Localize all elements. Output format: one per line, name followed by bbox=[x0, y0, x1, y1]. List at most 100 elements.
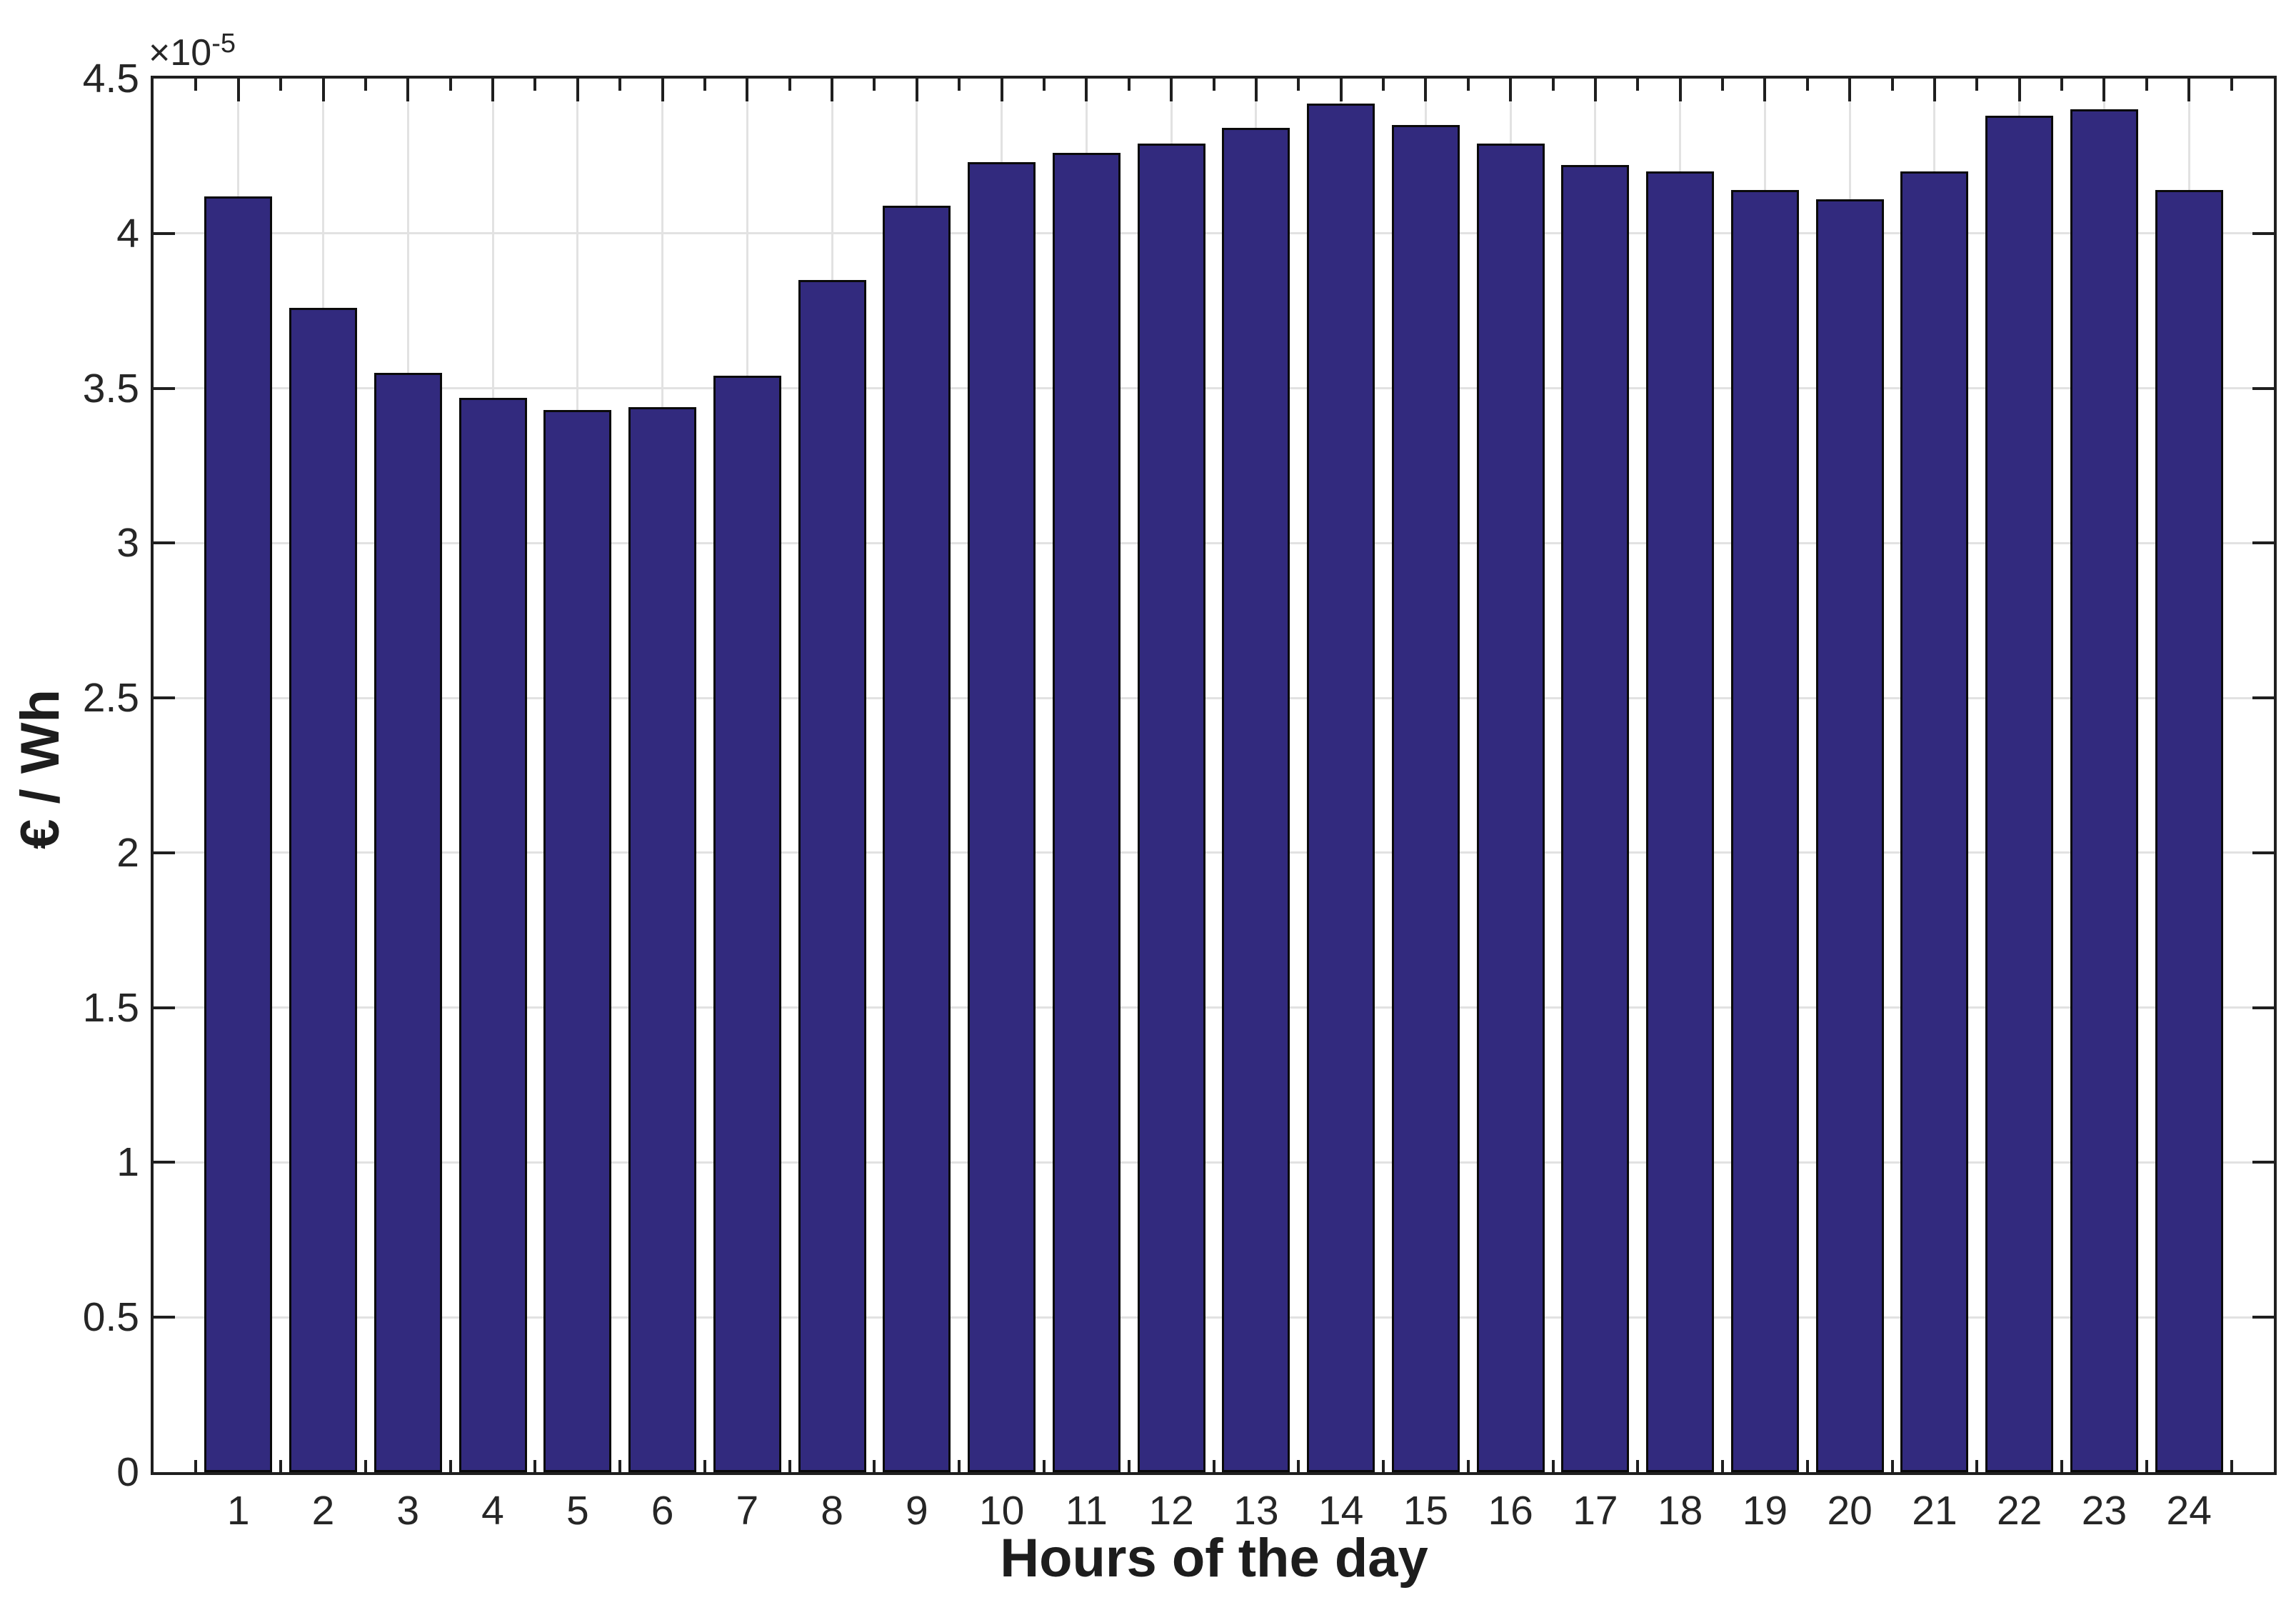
x-tick-label: 5 bbox=[566, 1488, 589, 1534]
y-axis-tick-right bbox=[2252, 696, 2274, 700]
x-axis-major-tick-top bbox=[915, 79, 918, 101]
x-axis-minor-tick-top bbox=[1805, 79, 1809, 91]
x-tick-label: 15 bbox=[1403, 1488, 1449, 1534]
x-axis-minor-tick-bottom bbox=[958, 1460, 961, 1472]
x-axis-major-tick-top bbox=[1509, 79, 1513, 101]
x-tick-label: 13 bbox=[1233, 1488, 1279, 1534]
x-axis-minor-tick-bottom bbox=[1042, 1460, 1046, 1472]
x-axis-minor-tick-top bbox=[194, 79, 198, 91]
bar-hour-16 bbox=[1476, 144, 1545, 1472]
x-axis-minor-tick-top bbox=[618, 79, 622, 91]
bar-hour-20 bbox=[1815, 199, 1884, 1472]
x-axis-minor-tick-bottom bbox=[533, 1460, 537, 1472]
x-axis-major-tick-top bbox=[236, 79, 240, 101]
horizontal-gridline bbox=[154, 387, 2274, 390]
y-axis-tick-left bbox=[154, 1316, 175, 1319]
x-axis-minor-tick-top bbox=[448, 79, 452, 91]
x-tick-label: 10 bbox=[978, 1488, 1025, 1534]
x-axis-minor-tick-bottom bbox=[194, 1460, 198, 1472]
x-tick-label: 11 bbox=[1065, 1488, 1108, 1534]
x-axis-minor-tick-top bbox=[1551, 79, 1555, 91]
x-axis-major-tick-top bbox=[1424, 79, 1428, 101]
bar-hour-8 bbox=[798, 279, 866, 1472]
y-tick-label: 2 bbox=[116, 829, 139, 876]
y-axis-tick-right bbox=[2252, 1161, 2274, 1164]
y-tick-label: 1 bbox=[116, 1139, 139, 1186]
x-axis-minor-tick-top bbox=[1975, 79, 1979, 91]
bar-hour-6 bbox=[628, 406, 697, 1472]
x-axis-minor-tick-bottom bbox=[2145, 1460, 2148, 1472]
x-axis-minor-tick-bottom bbox=[873, 1460, 876, 1472]
x-axis-minor-tick-bottom bbox=[364, 1460, 367, 1472]
bar-hour-3 bbox=[374, 372, 442, 1472]
horizontal-gridline bbox=[154, 541, 2274, 544]
y-axis-tick-right bbox=[2252, 1316, 2274, 1319]
horizontal-gridline bbox=[154, 1006, 2274, 1009]
x-axis-minor-tick-top bbox=[873, 79, 876, 91]
x-axis-major-tick-top bbox=[1085, 79, 1088, 101]
y-tick-label: 3.5 bbox=[82, 365, 139, 411]
x-axis-major-tick-top bbox=[1932, 79, 1936, 101]
x-axis-minor-tick-bottom bbox=[448, 1460, 452, 1472]
x-axis-minor-tick-bottom bbox=[279, 1460, 283, 1472]
bar-hour-18 bbox=[1646, 171, 1715, 1472]
y-axis-tick-left bbox=[154, 1006, 175, 1009]
x-tick-label: 4 bbox=[481, 1488, 504, 1534]
x-axis-major-tick-top bbox=[831, 79, 834, 101]
x-axis-minor-tick-top bbox=[1466, 79, 1470, 91]
bar-hour-19 bbox=[1730, 190, 1799, 1472]
x-axis-minor-tick-top bbox=[1127, 79, 1131, 91]
x-tick-label: 24 bbox=[2166, 1488, 2212, 1534]
x-tick-label: 3 bbox=[396, 1488, 420, 1534]
y-axis-tick-left bbox=[154, 541, 175, 545]
x-tick-label: 1 bbox=[226, 1488, 250, 1534]
x-axis-minor-tick-bottom bbox=[1805, 1460, 1809, 1472]
exponent-power: -5 bbox=[211, 29, 236, 59]
x-axis-minor-tick-top bbox=[1721, 79, 1725, 91]
x-axis-major-tick-top bbox=[2017, 79, 2021, 101]
bar-hour-15 bbox=[1391, 125, 1460, 1472]
x-tick-label: 23 bbox=[2081, 1488, 2127, 1534]
x-axis-major-tick-top bbox=[1170, 79, 1173, 101]
x-tick-label: 20 bbox=[1827, 1488, 1873, 1534]
x-axis-major-tick-top bbox=[491, 79, 495, 101]
x-axis-minor-tick-bottom bbox=[1297, 1460, 1300, 1472]
x-axis-minor-tick-bottom bbox=[703, 1460, 706, 1472]
x-axis-major-tick-top bbox=[1848, 79, 1852, 101]
horizontal-gridline bbox=[154, 696, 2274, 699]
bar-hour-9 bbox=[883, 205, 951, 1472]
x-axis-major-tick-top bbox=[406, 79, 410, 101]
x-axis-minor-tick-top bbox=[2230, 79, 2233, 91]
x-axis-minor-tick-top bbox=[958, 79, 961, 91]
y-axis-tick-left bbox=[154, 1161, 175, 1164]
x-axis-minor-tick-bottom bbox=[1975, 1460, 1979, 1472]
bar-hour-1 bbox=[204, 196, 273, 1472]
x-tick-label: 7 bbox=[736, 1488, 759, 1534]
y-axis-tick-left bbox=[154, 696, 175, 700]
x-tick-label: 16 bbox=[1488, 1488, 1533, 1534]
bar-hour-10 bbox=[968, 162, 1036, 1472]
horizontal-gridline bbox=[154, 851, 2274, 854]
bar-hour-24 bbox=[2155, 190, 2223, 1472]
x-axis-minor-tick-top bbox=[1636, 79, 1640, 91]
y-tick-label: 4.5 bbox=[82, 56, 139, 101]
x-axis-minor-tick-bottom bbox=[1127, 1460, 1131, 1472]
x-tick-label: 8 bbox=[821, 1488, 843, 1534]
x-axis-label: Hours of the day bbox=[1000, 1528, 1428, 1589]
y-tick-label: 1.5 bbox=[82, 984, 139, 1031]
x-axis-major-tick-top bbox=[576, 79, 579, 101]
x-axis-minor-tick-top bbox=[1212, 79, 1215, 91]
bar-hour-12 bbox=[1137, 144, 1205, 1472]
horizontal-gridline bbox=[154, 1161, 2274, 1164]
bar-hour-2 bbox=[289, 307, 358, 1472]
x-axis-minor-tick-top bbox=[1382, 79, 1385, 91]
y-tick-label: 3 bbox=[116, 520, 139, 566]
x-axis-minor-tick-bottom bbox=[1551, 1460, 1555, 1472]
x-axis-minor-tick-top bbox=[279, 79, 283, 91]
x-tick-label: 22 bbox=[1997, 1488, 2042, 1534]
x-axis-major-tick-top bbox=[2187, 79, 2191, 101]
x-tick-label: 12 bbox=[1148, 1488, 1194, 1534]
x-tick-label: 21 bbox=[1912, 1488, 1957, 1534]
x-axis-minor-tick-bottom bbox=[1721, 1460, 1725, 1472]
